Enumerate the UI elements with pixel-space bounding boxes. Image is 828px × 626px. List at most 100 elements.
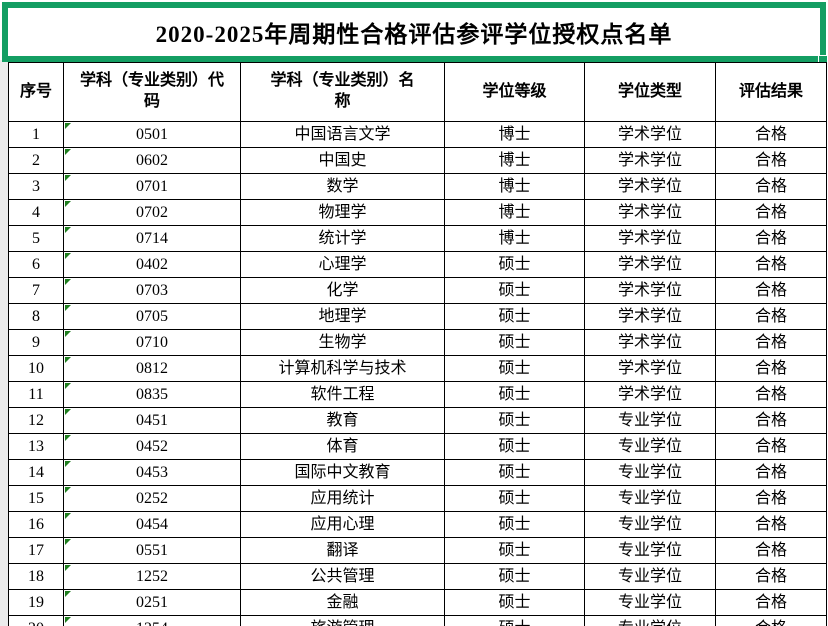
cell-degree-level[interactable]: 硕士 bbox=[444, 329, 585, 356]
cell-name[interactable]: 化学 bbox=[240, 277, 445, 304]
cell-degree-level[interactable]: 硕士 bbox=[444, 615, 585, 626]
column-header-index[interactable]: 序号 bbox=[8, 62, 64, 122]
cell-name[interactable]: 公共管理 bbox=[240, 563, 445, 590]
column-header-degree-type[interactable]: 学位类型 bbox=[584, 62, 716, 122]
cell-name[interactable]: 旅游管理 bbox=[240, 615, 445, 626]
column-header-result[interactable]: 评估结果 bbox=[715, 62, 827, 122]
cell-degree-level[interactable]: 硕士 bbox=[444, 303, 585, 330]
cell-code[interactable]: 0701 bbox=[63, 173, 241, 200]
cell-result[interactable]: 合格 bbox=[715, 329, 827, 356]
cell-code[interactable]: 0705 bbox=[63, 303, 241, 330]
cell-degree-type[interactable]: 学术学位 bbox=[584, 381, 716, 408]
cell-result[interactable]: 合格 bbox=[715, 615, 827, 626]
cell-code[interactable]: 0451 bbox=[63, 407, 241, 434]
cell-code[interactable]: 0551 bbox=[63, 537, 241, 564]
cell-index[interactable]: 1 bbox=[8, 121, 64, 148]
cell-index[interactable]: 12 bbox=[8, 407, 64, 434]
cell-degree-level[interactable]: 硕士 bbox=[444, 433, 585, 460]
cell-degree-type[interactable]: 专业学位 bbox=[584, 537, 716, 564]
cell-degree-level[interactable]: 博士 bbox=[444, 225, 585, 252]
cell-index[interactable]: 6 bbox=[8, 251, 64, 278]
cell-degree-type[interactable]: 学术学位 bbox=[584, 173, 716, 200]
cell-result[interactable]: 合格 bbox=[715, 485, 827, 512]
cell-name[interactable]: 生物学 bbox=[240, 329, 445, 356]
cell-index[interactable]: 10 bbox=[8, 355, 64, 382]
cell-index[interactable]: 4 bbox=[8, 199, 64, 226]
cell-index[interactable]: 11 bbox=[8, 381, 64, 408]
cell-result[interactable]: 合格 bbox=[715, 381, 827, 408]
cell-result[interactable]: 合格 bbox=[715, 147, 827, 174]
cell-index[interactable]: 7 bbox=[8, 277, 64, 304]
cell-degree-level[interactable]: 硕士 bbox=[444, 407, 585, 434]
cell-degree-type[interactable]: 学术学位 bbox=[584, 121, 716, 148]
cell-degree-type[interactable]: 专业学位 bbox=[584, 589, 716, 616]
cell-result[interactable]: 合格 bbox=[715, 511, 827, 538]
cell-code[interactable]: 0702 bbox=[63, 199, 241, 226]
cell-degree-level[interactable]: 硕士 bbox=[444, 485, 585, 512]
cell-index[interactable]: 13 bbox=[8, 433, 64, 460]
cell-degree-level[interactable]: 硕士 bbox=[444, 563, 585, 590]
cell-degree-level[interactable]: 硕士 bbox=[444, 251, 585, 278]
cell-name[interactable]: 翻译 bbox=[240, 537, 445, 564]
cell-name[interactable]: 中国史 bbox=[240, 147, 445, 174]
cell-result[interactable]: 合格 bbox=[715, 173, 827, 200]
cell-code[interactable]: 0251 bbox=[63, 589, 241, 616]
column-header-name[interactable]: 学科（专业类别）名 称 bbox=[240, 62, 445, 122]
cell-degree-type[interactable]: 学术学位 bbox=[584, 277, 716, 304]
cell-code[interactable]: 0501 bbox=[63, 121, 241, 148]
cell-degree-type[interactable]: 专业学位 bbox=[584, 459, 716, 486]
cell-index[interactable]: 3 bbox=[8, 173, 64, 200]
cell-name[interactable]: 心理学 bbox=[240, 251, 445, 278]
column-header-code[interactable]: 学科（专业类别）代 码 bbox=[63, 62, 241, 122]
cell-result[interactable]: 合格 bbox=[715, 225, 827, 252]
cell-code[interactable]: 0402 bbox=[63, 251, 241, 278]
cell-code[interactable]: 0812 bbox=[63, 355, 241, 382]
cell-degree-level[interactable]: 硕士 bbox=[444, 589, 585, 616]
cell-code[interactable]: 0252 bbox=[63, 485, 241, 512]
cell-result[interactable]: 合格 bbox=[715, 589, 827, 616]
cell-degree-level[interactable]: 硕士 bbox=[444, 277, 585, 304]
cell-index[interactable]: 20 bbox=[8, 615, 64, 626]
cell-result[interactable]: 合格 bbox=[715, 121, 827, 148]
cell-name[interactable]: 物理学 bbox=[240, 199, 445, 226]
cell-name[interactable]: 数学 bbox=[240, 173, 445, 200]
cell-degree-type[interactable]: 专业学位 bbox=[584, 511, 716, 538]
cell-degree-level[interactable]: 硕士 bbox=[444, 459, 585, 486]
cell-index[interactable]: 8 bbox=[8, 303, 64, 330]
cell-code[interactable]: 0714 bbox=[63, 225, 241, 252]
cell-result[interactable]: 合格 bbox=[715, 277, 827, 304]
cell-degree-level[interactable]: 硕士 bbox=[444, 511, 585, 538]
cell-index[interactable]: 15 bbox=[8, 485, 64, 512]
cell-code[interactable]: 0602 bbox=[63, 147, 241, 174]
cell-degree-type[interactable]: 学术学位 bbox=[584, 147, 716, 174]
cell-result[interactable]: 合格 bbox=[715, 537, 827, 564]
cell-code[interactable]: 0703 bbox=[63, 277, 241, 304]
cell-degree-type[interactable]: 专业学位 bbox=[584, 433, 716, 460]
cell-code[interactable]: 0835 bbox=[63, 381, 241, 408]
cell-name[interactable]: 体育 bbox=[240, 433, 445, 460]
cell-result[interactable]: 合格 bbox=[715, 433, 827, 460]
cell-result[interactable]: 合格 bbox=[715, 303, 827, 330]
cell-degree-type[interactable]: 专业学位 bbox=[584, 407, 716, 434]
cell-degree-level[interactable]: 博士 bbox=[444, 147, 585, 174]
cell-result[interactable]: 合格 bbox=[715, 199, 827, 226]
cell-result[interactable]: 合格 bbox=[715, 251, 827, 278]
cell-name[interactable]: 统计学 bbox=[240, 225, 445, 252]
cell-name[interactable]: 教育 bbox=[240, 407, 445, 434]
cell-degree-level[interactable]: 博士 bbox=[444, 173, 585, 200]
cell-code[interactable]: 0453 bbox=[63, 459, 241, 486]
title-cell-selected[interactable]: 2020-2025年周期性合格评估参评学位授权点名单 bbox=[2, 2, 828, 65]
cell-index[interactable]: 16 bbox=[8, 511, 64, 538]
cell-result[interactable]: 合格 bbox=[715, 355, 827, 382]
cell-index[interactable]: 9 bbox=[8, 329, 64, 356]
cell-code[interactable]: 1252 bbox=[63, 563, 241, 590]
cell-degree-type[interactable]: 学术学位 bbox=[584, 303, 716, 330]
cell-result[interactable]: 合格 bbox=[715, 407, 827, 434]
cell-name[interactable]: 计算机科学与技术 bbox=[240, 355, 445, 382]
cell-name[interactable]: 国际中文教育 bbox=[240, 459, 445, 486]
cell-degree-type[interactable]: 专业学位 bbox=[584, 615, 716, 626]
cell-name[interactable]: 金融 bbox=[240, 589, 445, 616]
cell-degree-level[interactable]: 硕士 bbox=[444, 537, 585, 564]
cell-index[interactable]: 2 bbox=[8, 147, 64, 174]
cell-name[interactable]: 应用统计 bbox=[240, 485, 445, 512]
